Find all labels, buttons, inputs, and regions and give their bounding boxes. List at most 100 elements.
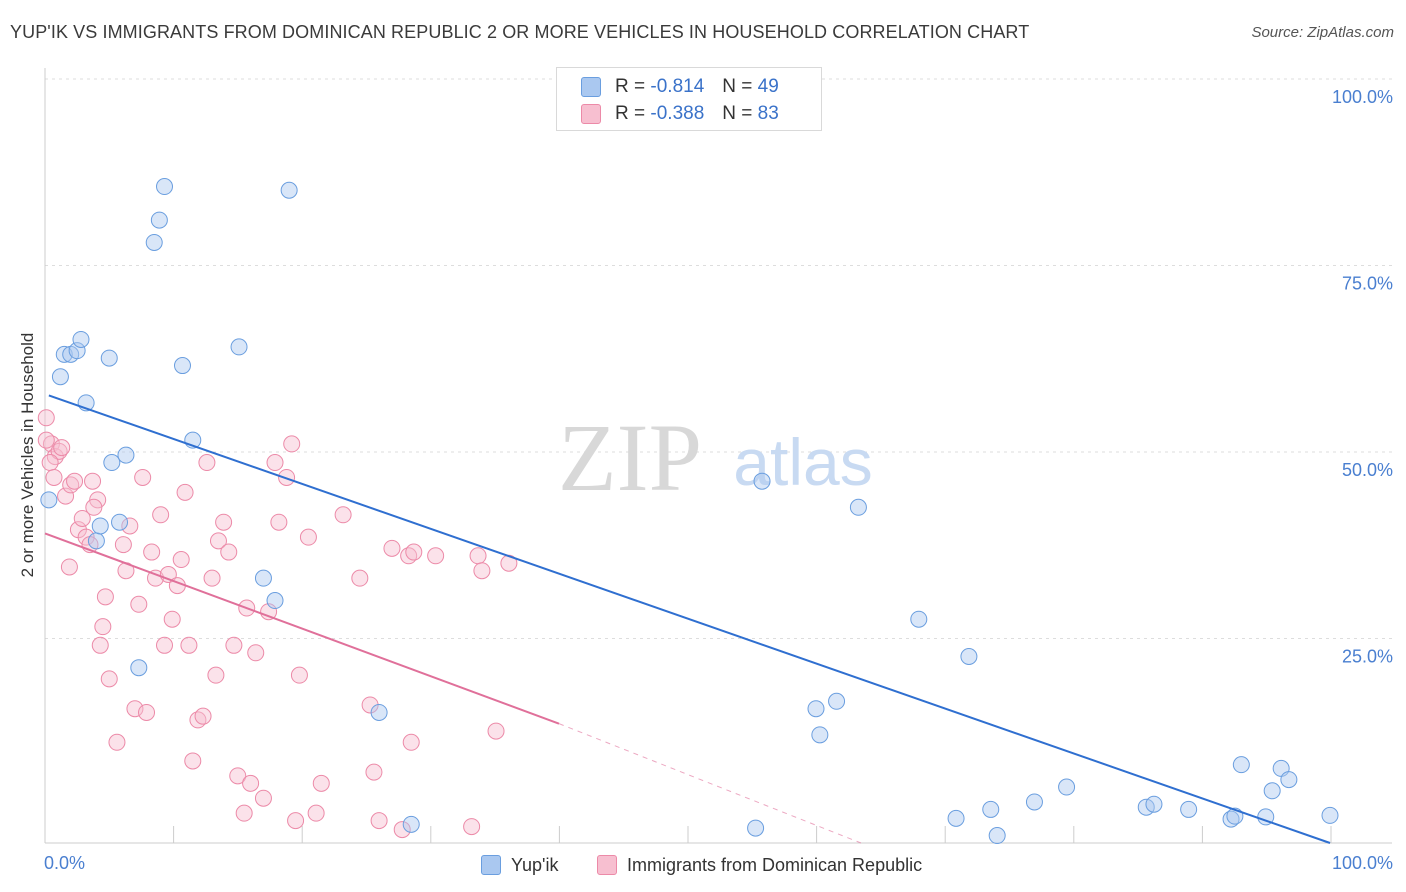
series-dominican-points bbox=[37, 409, 518, 839]
dominican-point bbox=[402, 733, 420, 751]
chart-title: YUP'IK VS IMMIGRANTS FROM DOMINICAN REPU… bbox=[10, 22, 1030, 42]
dominican-point bbox=[108, 733, 126, 751]
y-tick-label: 50.0% bbox=[1342, 460, 1393, 480]
legend-r-value-dominican: -0.388 bbox=[650, 103, 705, 124]
legend-row-dominican: R = -0.388 N = 83 bbox=[581, 102, 779, 126]
dominican-point bbox=[283, 435, 301, 453]
dominican-point bbox=[203, 569, 221, 587]
dominican-point bbox=[84, 472, 102, 490]
y-tick-label: 25.0% bbox=[1342, 647, 1393, 667]
x-tick-label-min: 0.0% bbox=[44, 853, 85, 873]
dominican-point bbox=[370, 812, 388, 830]
dominican-point bbox=[143, 543, 161, 561]
dominican-point bbox=[287, 812, 305, 830]
axes bbox=[44, 68, 1392, 844]
dominican-point bbox=[383, 539, 401, 557]
dominican-point bbox=[53, 439, 71, 457]
dominican-point bbox=[247, 644, 265, 662]
yupik-point bbox=[807, 700, 825, 718]
dominican-point bbox=[121, 517, 139, 535]
yupik-point bbox=[55, 345, 73, 363]
yupik-point bbox=[230, 338, 248, 356]
dominican-point bbox=[405, 543, 423, 561]
y-axis-label: 2 or more Vehicles in Household bbox=[18, 332, 37, 578]
yupik-point bbox=[811, 726, 829, 744]
dominican-point bbox=[85, 498, 103, 516]
watermark-zip: ZIP bbox=[558, 404, 702, 511]
yupik-point bbox=[87, 532, 105, 550]
yupik-point bbox=[280, 181, 298, 199]
dominican-point bbox=[209, 532, 227, 550]
yupik-point bbox=[156, 178, 174, 196]
trendline-yupik bbox=[48, 394, 1331, 844]
dominican-point bbox=[73, 509, 91, 527]
yupik-point bbox=[828, 692, 846, 710]
dominican-point bbox=[312, 774, 330, 792]
dominican-point bbox=[365, 763, 383, 781]
dominican-point bbox=[130, 595, 148, 613]
yupik-point bbox=[117, 446, 135, 464]
dominican-point bbox=[215, 513, 233, 531]
yupik-point bbox=[747, 819, 765, 837]
bottom-legend-dominican: Immigrants from Dominican Republic bbox=[597, 852, 922, 878]
y-tick-label: 75.0% bbox=[1342, 274, 1393, 294]
yupik-point bbox=[145, 233, 163, 251]
bottom-legend-yupik: Yup'ik bbox=[481, 852, 558, 878]
yupik-point bbox=[982, 800, 1000, 818]
dominican-point bbox=[100, 670, 118, 688]
legend-n-label: N = bbox=[722, 103, 753, 124]
yupik-point bbox=[150, 211, 168, 229]
dominican-point bbox=[225, 636, 243, 654]
dominican-point bbox=[473, 562, 491, 580]
dominican-point bbox=[463, 818, 481, 836]
dominican-point bbox=[66, 472, 84, 490]
bottom-legend-swatch-yupik bbox=[481, 855, 501, 875]
dominican-point bbox=[235, 804, 253, 822]
dominican-point bbox=[487, 722, 505, 740]
dominican-point bbox=[60, 558, 78, 576]
dominican-point bbox=[254, 789, 272, 807]
dominican-point bbox=[229, 767, 247, 785]
dominican-point bbox=[37, 409, 55, 427]
dominican-point bbox=[180, 636, 198, 654]
dominican-point bbox=[176, 483, 194, 501]
legend-r-label: R = bbox=[615, 103, 646, 124]
dominican-point bbox=[114, 536, 132, 554]
dominican-point bbox=[299, 528, 317, 546]
x-tick-label-max: 100.0% bbox=[1332, 853, 1393, 873]
dominican-point bbox=[172, 551, 190, 569]
dominican-point bbox=[134, 468, 152, 486]
yupik-point bbox=[1321, 806, 1339, 824]
yupik-point bbox=[988, 827, 1006, 845]
yupik-point bbox=[91, 517, 109, 535]
trendlines bbox=[44, 394, 1331, 844]
dominican-point bbox=[184, 752, 202, 770]
dominican-point bbox=[393, 821, 411, 839]
dominican-point bbox=[220, 543, 238, 561]
yupik-point bbox=[1180, 800, 1198, 818]
yupik-point bbox=[402, 815, 420, 833]
dominican-point bbox=[156, 636, 174, 654]
trendline-dominican bbox=[44, 532, 560, 725]
dominican-point bbox=[290, 666, 308, 684]
dominican-point bbox=[37, 431, 55, 449]
dominican-point bbox=[427, 547, 445, 565]
yupik-point bbox=[1145, 795, 1163, 813]
yupik-point bbox=[254, 569, 272, 587]
yupik-point bbox=[266, 592, 284, 610]
legend-row-yupik: R = -0.814 N = 49 bbox=[581, 75, 779, 99]
legend-n-label: N = bbox=[722, 76, 753, 97]
yupik-point bbox=[111, 513, 129, 531]
grid-lines bbox=[45, 78, 1392, 639]
bottom-legend-label-dominican: Immigrants from Dominican Republic bbox=[627, 854, 923, 875]
tick-labels: 25.0% 50.0% 75.0% 100.0% 0.0% 100.0% bbox=[44, 87, 1393, 873]
source-label: Source: ZipAtlas.com bbox=[1251, 24, 1394, 41]
watermark-atlas: atlas bbox=[733, 425, 872, 499]
dominican-point bbox=[163, 610, 181, 628]
dominican-point bbox=[307, 804, 325, 822]
yupik-point bbox=[1263, 782, 1281, 800]
dominican-point bbox=[198, 454, 216, 472]
dominican-point bbox=[351, 569, 369, 587]
yupik-point bbox=[130, 659, 148, 677]
